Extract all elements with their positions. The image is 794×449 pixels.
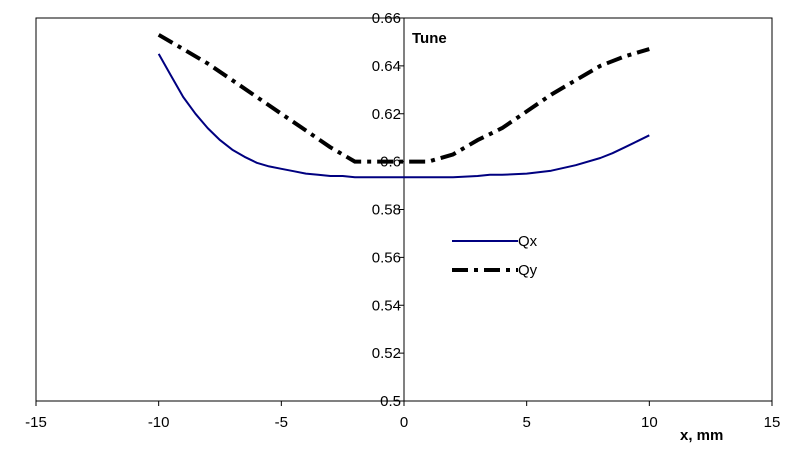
labels-layer: Tune x, mm [412,30,723,444]
x-tick-label: -10 [148,414,170,431]
y-tick-label: 0.54 [372,297,401,314]
series-line-qy [157,33,650,164]
legend: Qx Qy [452,233,538,279]
y-axis-title: Tune [412,30,447,47]
x-tick-label: 0 [400,414,408,431]
series-line-qx [157,53,650,179]
y-tick-label: 0.62 [372,106,401,123]
series-layer [157,33,650,179]
x-axis-title: x, mm [680,427,723,444]
x-tick-label: 10 [641,414,658,431]
x-tick-label: -15 [25,414,47,431]
x-tick-label: -5 [275,414,288,431]
x-tick-label: 5 [522,414,530,431]
y-tick-label: 0.66 [372,10,401,27]
legend-label-qy: Qy [518,262,538,279]
y-tick-label: 0.56 [372,249,401,266]
y-tick-label: 0.64 [372,58,401,75]
legend-label-qx: Qx [518,233,538,250]
y-tick-label: 0.52 [372,345,401,362]
y-tick-label: 0.5 [380,393,401,410]
x-tick-label: 15 [764,414,781,431]
axes: -15 -10 -5 0 5 10 150.50.520.540.560.580.60.62… [25,10,780,431]
y-tick-label: 0.58 [372,202,401,219]
